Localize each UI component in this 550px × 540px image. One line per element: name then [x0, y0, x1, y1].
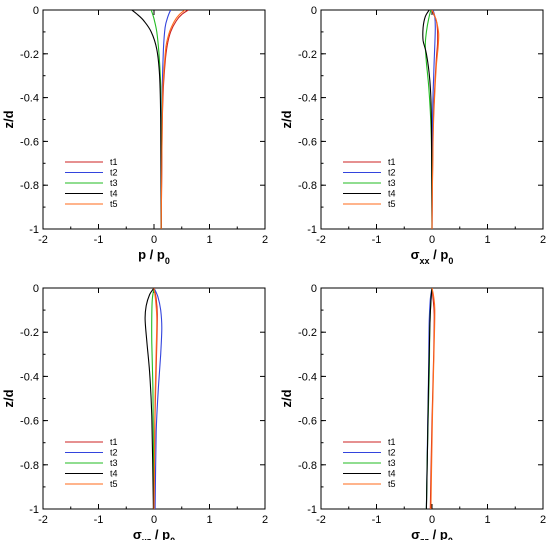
- x-tick-label: 2: [262, 514, 268, 526]
- series-line-t4: [131, 10, 162, 229]
- y-tick-label: -0.2: [298, 49, 317, 61]
- x-tick-label: 0: [429, 234, 435, 246]
- series-line-t5: [430, 288, 436, 509]
- plot-frame: [320, 287, 544, 510]
- x-tick-label: -1: [94, 514, 104, 526]
- series-group: [131, 10, 189, 229]
- y-tick-label: -0.2: [20, 49, 39, 61]
- y-tick-label: -0.8: [298, 180, 317, 192]
- y-tick-label: -0.4: [20, 93, 39, 105]
- x-axis-label: σxz / p0: [133, 527, 175, 540]
- x-tick-label: 0: [429, 514, 435, 526]
- y-tick-label: -1: [29, 504, 39, 516]
- y-axis-label: z/d: [1, 389, 16, 407]
- legend-label-t4: t4: [110, 469, 118, 479]
- legend-label-t3: t3: [388, 178, 396, 188]
- x-tick-label: 2: [540, 514, 546, 526]
- x-tick-label: -2: [38, 514, 48, 526]
- x-tick-label: 0: [151, 234, 157, 246]
- legend-label-t4: t4: [388, 469, 396, 479]
- x-tick-label: 1: [484, 514, 490, 526]
- series-line-t1: [160, 10, 189, 229]
- legend-label-t5: t5: [110, 479, 118, 489]
- x-tick-label: -1: [372, 514, 382, 526]
- y-tick-label: -0.6: [298, 416, 317, 428]
- legend-label-t5: t5: [388, 479, 396, 489]
- x-axis-label: p / p0: [138, 247, 170, 266]
- legend-label-t3: t3: [110, 458, 118, 468]
- y-tick-label: 0: [311, 283, 317, 295]
- legend-label-t3: t3: [388, 458, 396, 468]
- legend-label-t4: t4: [110, 189, 118, 199]
- series-group: [144, 288, 163, 509]
- plot-frame: [42, 9, 266, 230]
- x-tick-label: 0: [151, 514, 157, 526]
- x-tick-label: -1: [94, 234, 104, 246]
- legend-label-t1: t1: [110, 437, 118, 447]
- legend-label-t1: t1: [388, 437, 396, 447]
- series-line-t5: [153, 288, 158, 509]
- series-line-t5: [160, 10, 186, 229]
- legend-label-t2: t2: [110, 448, 118, 458]
- y-tick-label: -0.4: [20, 371, 39, 383]
- legend-label-t1: t1: [110, 157, 118, 167]
- legend-label-t3: t3: [110, 178, 118, 188]
- legend-label-t2: t2: [388, 168, 396, 178]
- x-axis-label: σzz / p0: [411, 527, 453, 540]
- y-tick-label: -1: [29, 224, 39, 236]
- y-tick-label: 0: [311, 5, 317, 17]
- x-tick-label: -1: [372, 234, 382, 246]
- y-tick-label: -0.8: [298, 460, 317, 472]
- legend-label-t2: t2: [110, 168, 118, 178]
- series-group: [425, 288, 436, 509]
- y-axis-label: z/d: [279, 389, 294, 407]
- y-axis-label: z/d: [1, 110, 16, 128]
- x-tick-label: 1: [206, 514, 212, 526]
- y-tick-label: -0.6: [298, 136, 317, 148]
- y-tick-label: -1: [307, 224, 317, 236]
- y-tick-label: 0: [33, 5, 39, 17]
- x-tick-label: 1: [484, 234, 490, 246]
- legend-label-t2: t2: [388, 448, 396, 458]
- x-tick-label: 2: [540, 234, 546, 246]
- legend-label-t5: t5: [110, 199, 118, 209]
- y-tick-label: -1: [307, 504, 317, 516]
- y-tick-label: 0: [33, 283, 39, 295]
- y-tick-label: -0.6: [20, 416, 39, 428]
- x-tick-label: -2: [316, 514, 326, 526]
- legend-label-t1: t1: [388, 157, 396, 167]
- series-group: [422, 10, 440, 229]
- legend-label-t5: t5: [388, 199, 396, 209]
- x-tick-label: -2: [38, 234, 48, 246]
- y-tick-label: -0.4: [298, 371, 317, 383]
- chart-panel-1: -2 -1 0 1 20-0.2-0.4-0.6-0.8-1z/dp / p0t1t2t…: [1, 5, 268, 266]
- y-tick-label: -0.8: [20, 460, 39, 472]
- legend-label-t4: t4: [388, 189, 396, 199]
- y-tick-label: -0.2: [20, 327, 39, 339]
- series-line-t5: [431, 10, 440, 229]
- series-line-t2: [153, 288, 163, 509]
- y-tick-label: -0.4: [298, 93, 317, 105]
- y-tick-label: -0.2: [298, 327, 317, 339]
- series-line-t4: [425, 288, 433, 509]
- y-tick-label: -0.8: [20, 180, 39, 192]
- y-tick-label: -0.6: [20, 136, 39, 148]
- x-tick-label: 1: [206, 234, 212, 246]
- x-axis-label: σxx / p0: [411, 247, 454, 266]
- x-tick-label: 2: [262, 234, 268, 246]
- series-line-t4: [144, 288, 155, 509]
- series-line-t4: [422, 10, 433, 229]
- series-line-t3: [151, 288, 155, 509]
- x-tick-label: -2: [316, 234, 326, 246]
- series-line-t3: [150, 10, 162, 229]
- y-axis-label: z/d: [279, 110, 294, 128]
